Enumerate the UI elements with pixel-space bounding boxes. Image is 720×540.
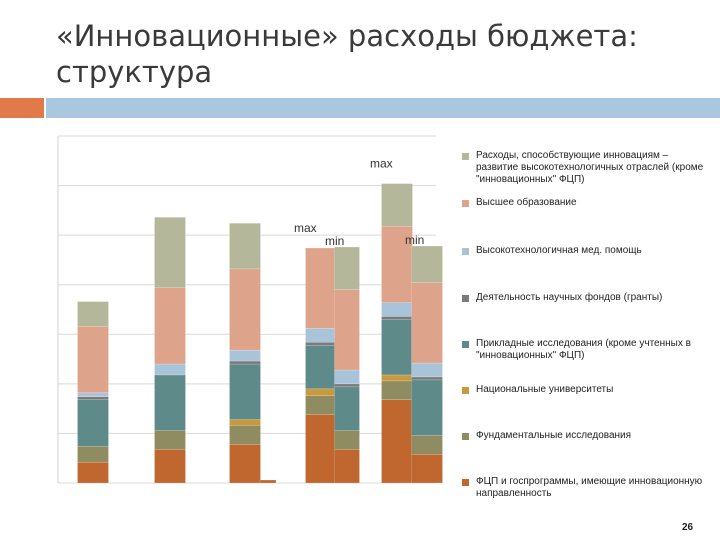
- bar-segment-6-series-8: [334, 246, 360, 290]
- legend-label: Высшее образование: [476, 197, 577, 208]
- legend-swatch: [462, 479, 469, 486]
- bar-segment-8-series-7: [411, 282, 443, 364]
- bar-segment-8-series-2: [411, 435, 443, 455]
- bar-segment-3-series-7: [229, 268, 261, 351]
- bar-segment-2-series-2: [154, 430, 186, 450]
- bar-segment-3-series-4: [229, 363, 261, 420]
- bar-segment-6-series-6: [334, 369, 360, 385]
- bar-segment-5-series-3: [305, 388, 337, 397]
- legend-swatch: [462, 341, 469, 348]
- accent-square: [0, 98, 44, 118]
- legend-swatch: [462, 200, 469, 207]
- legend-label: Фундаментальные исследования: [476, 430, 632, 441]
- bar-segment-5-series-2: [305, 395, 337, 415]
- bar-segment-2-series-6: [154, 363, 186, 376]
- bar-segment-1-series-4: [77, 399, 109, 447]
- bar-segment-7-series-8: [381, 183, 413, 227]
- bar-segment-3-series-2: [229, 425, 261, 445]
- bar-segment-3-series-6: [229, 349, 261, 362]
- legend-label: Прикладные исследования (кроме учтенных …: [476, 338, 691, 361]
- bar-segment-2-series-4: [154, 374, 186, 431]
- bar-segment-8-series-5: [411, 376, 443, 381]
- bar-segment-1-series-6: [77, 392, 109, 397]
- bar-segment-1-series-2: [77, 446, 109, 463]
- bar-segment-6-series-5: [334, 383, 360, 388]
- bar-segment-2-series-7: [154, 287, 186, 365]
- bar-segment-2-series-8: [154, 217, 186, 288]
- annotation-4: min: [405, 233, 424, 247]
- bar-segment-7-series-6: [381, 302, 413, 317]
- slide-title: «Инновационные» расходы бюджета: структу…: [56, 19, 638, 89]
- bar-segment-6-series-1: [334, 449, 360, 484]
- bar-segment-7-series-1: [381, 399, 413, 484]
- bar-segment-5-series-1: [305, 414, 337, 484]
- bar-segment-7-series-5: [381, 316, 413, 320]
- bar-segment-1-series-8: [77, 301, 109, 327]
- legend-label: Высокотехнологичная мед. помощь: [476, 245, 642, 256]
- bar-segment-5-series-5: [305, 341, 337, 346]
- bar-segment-4-series-1: [259, 479, 277, 484]
- bar-segment-8-series-8: [411, 245, 443, 283]
- annotation-1: max: [294, 221, 317, 235]
- bar-segment-5-series-6: [305, 328, 337, 343]
- bar-segment-7-series-4: [381, 319, 413, 376]
- legend-swatch: [462, 153, 469, 160]
- bar-segment-5-series-4: [305, 344, 337, 390]
- bar-segment-3-series-3: [229, 419, 261, 426]
- bar-segment-3-series-5: [229, 360, 261, 365]
- bar-segment-6-series-4: [334, 386, 360, 431]
- bar-segment-6-series-7: [334, 289, 360, 371]
- bar-segment-7-series-3: [381, 374, 413, 382]
- legend-label: Расходы, способствующие инновациям – раз…: [476, 150, 704, 185]
- legend-swatch: [462, 248, 469, 255]
- legend-swatch: [462, 295, 469, 302]
- bar-segment-2-series-1: [154, 449, 186, 484]
- bar-segment-3-series-1: [229, 444, 261, 484]
- legend-label: Деятельность научных фондов (гранты): [476, 292, 663, 303]
- bar-segment-7-series-2: [381, 380, 413, 400]
- bar-segment-5-series-7: [305, 247, 337, 329]
- bar-segment-8-series-1: [411, 453, 443, 484]
- bar-segment-1-series-7: [77, 326, 109, 394]
- annotation-2: min: [325, 234, 344, 248]
- slide-number: 26: [682, 522, 694, 533]
- bar-segment-8-series-4: [411, 379, 443, 436]
- annotation-3: max: [370, 157, 393, 171]
- accent-bar: [46, 98, 720, 118]
- bar-segment-6-series-2: [334, 430, 360, 450]
- legend-swatch: [462, 387, 469, 394]
- bar-segment-3-series-8: [229, 222, 261, 270]
- legend-swatch: [462, 433, 469, 440]
- bar-segment-1-series-1: [77, 461, 109, 484]
- bar-segment-1-series-5: [77, 396, 109, 400]
- legend-label: ФЦП и госпрограммы, имеющие инновационну…: [476, 476, 703, 499]
- bar-segment-8-series-6: [411, 362, 443, 378]
- legend-label: Национальные университеты: [476, 384, 614, 395]
